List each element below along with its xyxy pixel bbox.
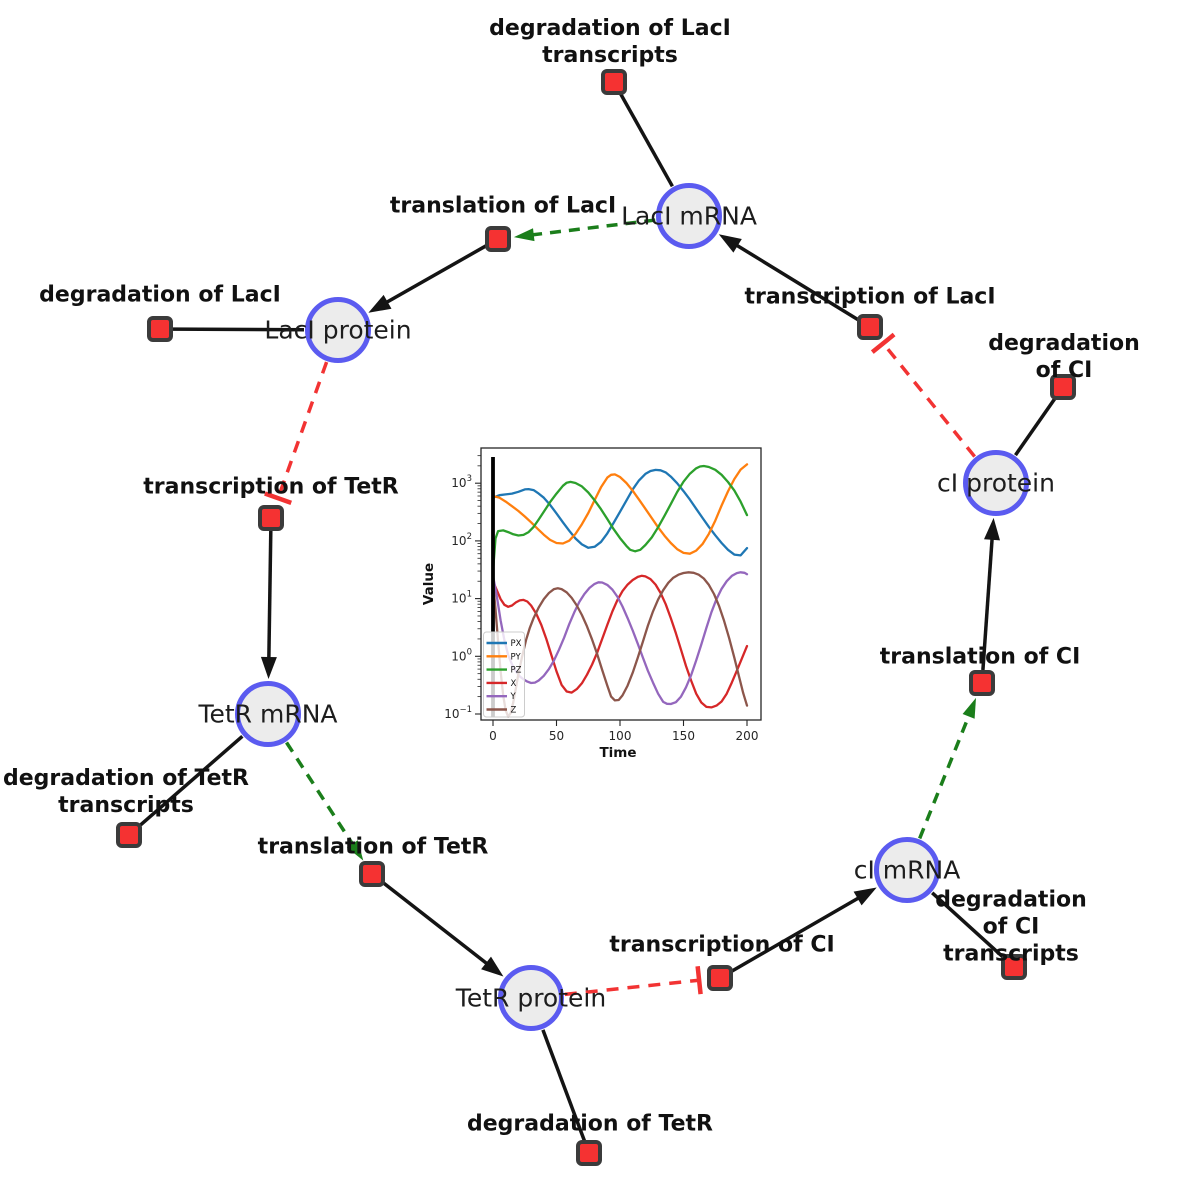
series-curve-X [491,574,749,709]
series-curve-PZ [491,464,749,573]
timeseries-inset-plot: 10−1 100 101 102 103 0 50 100 150 200 Time Value PX P… [410,428,790,773]
reaction-label-degradation-of-ci-transcripts: degradation of CI transcripts [935,887,1087,967]
species-label-ci-protein: cI protein [937,468,1055,498]
species-node-laci-mrna[interactable] [656,183,722,249]
reaction-label-degradation-of-laci: degradation of LacI [39,282,281,308]
chart-legend: PX PY PZ XYZ [483,631,525,718]
species-label-ci-mrna: cI mRNA [853,855,961,885]
x-axis-label: Time [599,745,636,761]
reaction-label-translation-of-ci: translation of CI [879,644,1081,670]
species-node-ci-mrna[interactable] [874,837,940,903]
reaction-node-translation-of-ci[interactable] [969,670,995,696]
edge-production [981,517,1000,671]
reaction-node-transcription-of-ci[interactable] [707,965,733,991]
edge-consumption [137,735,244,828]
species-label-tetr-mrna: TetR mRNA [198,699,338,729]
reaction-label-degradation-of-tetr: degradation of TetR [466,1111,714,1137]
y-axis-label: Value [421,563,437,605]
reaction-node-degradation-of-tetr[interactable] [576,1140,602,1166]
species-node-laci-protein[interactable] [305,297,371,363]
species-label-tetr-protein: TetR protein [455,983,607,1013]
reaction-label-transcription-of-tetr: transcription of TetR [143,474,399,500]
y-tick-label: 100 [451,647,472,663]
reaction-node-transcription-of-laci[interactable] [857,314,883,340]
legend-label-PZ: PZ [511,666,522,676]
edge-consumption [1014,396,1057,457]
edge-inhibition [870,332,976,458]
reaction-label-transcription-of-laci: transcription of LacI [744,284,996,310]
reaction-node-transcription-of-tetr[interactable] [258,505,284,531]
edge-production [718,234,860,322]
reaction-label-transcription-of-ci: transcription of CI [609,932,835,958]
x-tick-label: 50 [549,729,564,743]
reaction-node-degradation-of-ci-transcripts[interactable] [1001,954,1027,980]
y-tick-label: 101 [451,590,472,606]
edge-production [260,530,277,679]
edge-consumption [618,92,674,188]
reaction-node-degradation-of-tetr-transcripts[interactable] [116,822,142,848]
reaction-node-degradation-of-laci[interactable] [147,316,173,342]
reaction-node-degradation-of-laci-transcripts[interactable] [601,69,627,95]
y-tick-label: 10−1 [444,705,472,721]
x-tick-label: 0 [489,729,497,743]
reaction-node-degradation-of-ci[interactable] [1050,374,1076,400]
edge-modifier [285,741,364,861]
legend-label-PX: PX [511,639,522,649]
y-tick-label: 102 [451,532,472,548]
legend-label-X: X [511,679,517,689]
species-node-tetr-protein[interactable] [498,965,564,1031]
series-curve-Y [491,571,749,706]
edge-modifier [918,697,976,840]
species-label-laci-protein: LacI protein [264,315,412,345]
edge-consumption [541,1029,587,1142]
edge-production [381,880,504,977]
edge-production [368,243,488,313]
reaction-label-degradation-of-tetr-transcripts: degradation of TetR transcripts [2,766,250,818]
edge-consumption [172,327,305,332]
legend-label-Y: Y [510,692,517,702]
edge-consumption [931,891,1006,960]
edge-inhibition [264,361,329,506]
reaction-label-degradation-of-ci: degradation of CI [988,331,1140,383]
edge-inhibition [564,966,703,997]
reaction-node-translation-of-tetr[interactable] [359,861,385,887]
legend-label-PY: PY [511,652,522,662]
x-tick-label: 100 [609,729,632,743]
x-tick-label: 200 [736,729,759,743]
reaction-label-translation-of-tetr: translation of TetR [257,834,489,860]
edge-production [730,887,877,974]
x-tick-label: 150 [672,729,695,743]
reaction-label-degradation-of-laci-transcripts: degradation of LacI transcripts [489,16,731,68]
species-node-tetr-mrna[interactable] [235,681,301,747]
series-curve-PY [491,463,749,555]
y-tick-label: 103 [451,474,472,490]
edge-modifier [513,218,656,242]
reaction-label-translation-of-laci: translation of LacI [389,193,617,219]
species-node-ci-protein[interactable] [963,450,1029,516]
series-curve-PX [491,468,749,557]
reaction-node-translation-of-laci[interactable] [485,226,511,252]
species-label-laci-mrna: LacI mRNA [621,201,757,231]
legend-label-Z: Z [511,706,517,716]
